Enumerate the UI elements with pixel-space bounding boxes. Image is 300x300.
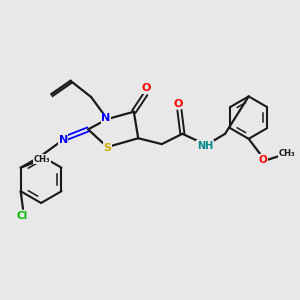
Text: Cl: Cl xyxy=(17,211,28,221)
Text: CH₃: CH₃ xyxy=(279,149,295,158)
Text: S: S xyxy=(103,142,111,153)
Text: N: N xyxy=(101,113,110,124)
Text: O: O xyxy=(173,99,183,109)
Text: NH: NH xyxy=(197,141,213,151)
Text: N: N xyxy=(58,135,68,145)
Text: O: O xyxy=(142,83,151,93)
Text: CH₃: CH₃ xyxy=(34,155,50,164)
Text: O: O xyxy=(259,155,268,165)
